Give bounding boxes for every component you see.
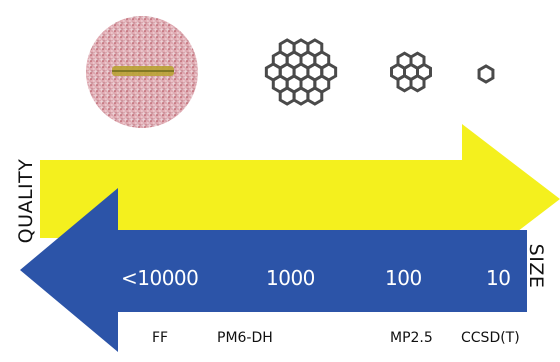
size-label-2: 1000 [266, 266, 315, 290]
coronene-large-graphene-icon [264, 38, 338, 106]
coronene-icon [390, 51, 432, 93]
size-arrow [20, 188, 527, 352]
size-label-4: 10 [486, 266, 511, 290]
size-label-1: <10000 [121, 266, 199, 290]
method-label-ccsdt: CCSD(T) [461, 330, 520, 346]
size-label-3: 100 [385, 266, 422, 290]
method-label-pm6dh: PM6-DH [217, 330, 273, 346]
size-axis-label: SIZE [525, 243, 547, 289]
size-arrow-shape [20, 188, 527, 352]
solvated-complex-sphere-icon [86, 16, 198, 128]
quality-axis-label: QUALITY [15, 158, 37, 244]
benzene-icon [477, 64, 495, 84]
method-label-ff: FF [152, 330, 169, 346]
method-label-mp25: MP2.5 [390, 330, 433, 346]
